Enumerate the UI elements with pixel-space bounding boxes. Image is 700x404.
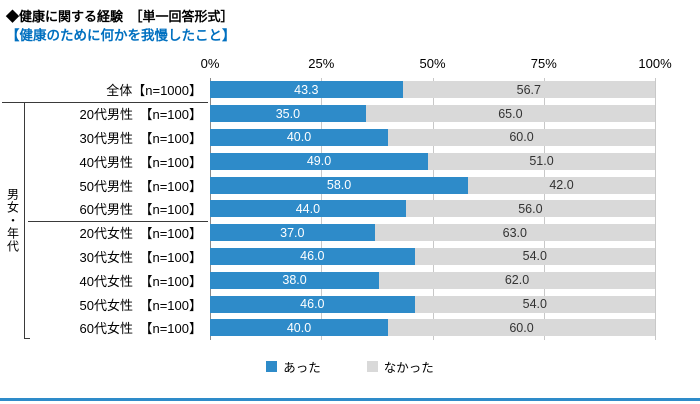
bar-segment: 51.0 <box>428 152 655 170</box>
chart-row: 30代女性 【n=100】 46.0 54.0 <box>0 245 700 269</box>
chart-row: 40代男性 【n=100】 49.0 51.0 <box>0 149 700 173</box>
chart-row: 60代男性 【n=100】 44.0 56.0 <box>0 197 700 221</box>
bar-segment: 44.0 <box>210 200 406 218</box>
category-label: 20代男性 【n=100】 <box>79 107 202 123</box>
category-label: 50代女性 【n=100】 <box>79 297 202 313</box>
row-bars: 35.0 65.0 <box>210 102 655 126</box>
bar-segment: 42.0 <box>468 176 655 194</box>
separator-male-female <box>28 221 208 222</box>
group-axis-label: 男女・年代 <box>5 188 20 253</box>
category-label: 60代男性 【n=100】 <box>79 202 202 218</box>
bar-segment: 40.0 <box>210 128 388 146</box>
chart-rows: 全体【n=1000】 43.3 56.7 20代男性 【n=100】 35.0 65.0 3… <box>0 78 700 340</box>
chart-row: 50代女性 【n=100】 46.0 54.0 <box>0 292 700 316</box>
row-bars: 46.0 54.0 <box>210 292 655 316</box>
page-title: ◆健康に関する経験 ［単一回答形式］ <box>6 9 234 24</box>
x-axis-tick: 25% <box>308 56 335 71</box>
bar-segment: 35.0 <box>210 105 366 123</box>
category-label: 40代男性 【n=100】 <box>79 154 202 170</box>
bar-segment: 46.0 <box>210 295 415 313</box>
legend-item: あった <box>266 357 321 376</box>
row-bars: 43.3 56.7 <box>210 78 655 102</box>
category-label: 50代男性 【n=100】 <box>79 178 202 194</box>
bar-segment: 46.0 <box>210 247 415 265</box>
row-bars: 40.0 60.0 <box>210 126 655 150</box>
chart-row: 30代男性 【n=100】 40.0 60.0 <box>0 126 700 150</box>
bar-segment: 65.0 <box>365 105 655 123</box>
bar-segment: 60.0 <box>388 319 655 337</box>
chart-row: 20代男性 【n=100】 35.0 65.0 <box>0 102 700 126</box>
category-label: 20代女性 【n=100】 <box>79 226 202 242</box>
category-label: 60代女性 【n=100】 <box>79 321 202 337</box>
row-bars: 46.0 54.0 <box>210 245 655 269</box>
bar-segment: 38.0 <box>210 271 380 289</box>
group-bracket <box>24 102 30 339</box>
row-bars: 44.0 56.0 <box>210 197 655 221</box>
x-axis-tick: 100% <box>638 56 672 71</box>
bar-segment: 56.0 <box>405 200 655 218</box>
category-label: 30代女性 【n=100】 <box>79 249 202 265</box>
bar-segment: 54.0 <box>414 247 655 265</box>
legend-label: あった <box>283 360 321 375</box>
row-bars: 40.0 60.0 <box>210 316 655 340</box>
chart-row: 50代男性 【n=100】 58.0 42.0 <box>0 173 700 197</box>
bar-segment: 40.0 <box>210 319 388 337</box>
x-axis-tick: 50% <box>419 56 446 71</box>
category-label: 30代男性 【n=100】 <box>79 130 202 146</box>
row-bars: 37.0 63.0 <box>210 221 655 245</box>
x-axis: 0% 25% 50% 75% 100% <box>201 56 672 76</box>
chart-subtitle: 【健康のために何かを我慢したこと】 <box>6 28 236 43</box>
gridline-100 <box>655 78 656 340</box>
legend-swatch <box>266 360 278 372</box>
bar-segment: 58.0 <box>210 176 469 194</box>
chart-plot-area: 全体【n=1000】 43.3 56.7 20代男性 【n=100】 35.0 65.0 3… <box>0 78 700 340</box>
bar-segment: 54.0 <box>414 295 655 313</box>
bar-segment: 63.0 <box>374 224 655 242</box>
x-axis-tick: 0% <box>200 56 220 71</box>
row-bars: 58.0 42.0 <box>210 173 655 197</box>
bar-segment: 62.0 <box>379 271 655 289</box>
row-bars: 49.0 51.0 <box>210 149 655 173</box>
separator-total <box>2 102 208 103</box>
chart-row: 20代女性 【n=100】 37.0 63.0 <box>0 221 700 245</box>
bar-segment: 37.0 <box>210 224 375 242</box>
category-label: 全体【n=1000】 <box>106 83 202 99</box>
legend-item: なかった <box>366 357 434 376</box>
chart-row: 60代女性 【n=100】 40.0 60.0 <box>0 316 700 340</box>
bottom-accent-rule <box>0 398 700 401</box>
row-bars: 38.0 62.0 <box>210 268 655 292</box>
bar-segment: 60.0 <box>388 128 655 146</box>
bar-segment: 49.0 <box>210 152 429 170</box>
bar-segment: 56.7 <box>402 81 655 99</box>
chart-row: 40代女性 【n=100】 38.0 62.0 <box>0 268 700 292</box>
category-label: 40代女性 【n=100】 <box>79 273 202 289</box>
x-axis-tick: 75% <box>530 56 557 71</box>
legend-swatch <box>366 360 378 372</box>
legend: あった なかった <box>0 357 700 375</box>
bar-segment: 43.3 <box>210 81 403 99</box>
legend-label: なかった <box>383 360 434 375</box>
chart-row: 全体【n=1000】 43.3 56.7 <box>0 78 700 102</box>
